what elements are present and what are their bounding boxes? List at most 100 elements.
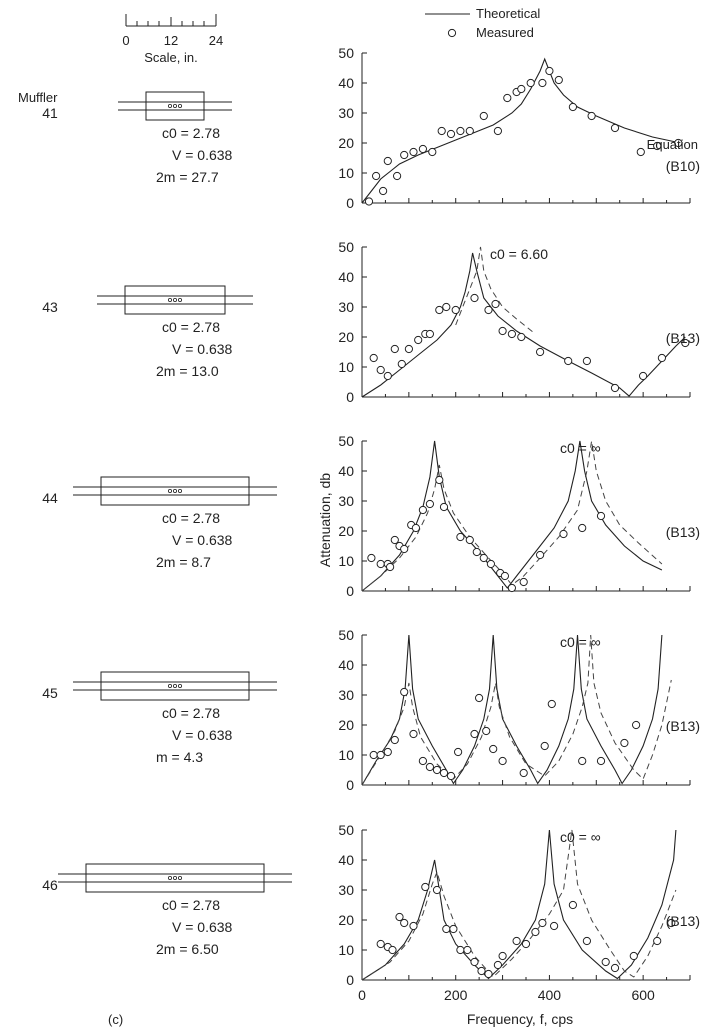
measured-point: [538, 918, 547, 928]
measured-point: [432, 885, 442, 895]
measured-point: [491, 299, 500, 309]
param-m: 2m = 6.50: [156, 941, 219, 957]
param-c0: c0 = 2.78: [162, 897, 220, 913]
y-tick-label: 50: [338, 433, 354, 449]
y-tick-label: 20: [338, 329, 354, 345]
measured-point: [477, 966, 486, 976]
measured-point: [437, 126, 446, 136]
measured-point: [596, 511, 606, 521]
muffler-hole: [172, 104, 177, 109]
measured-point: [503, 93, 512, 103]
measured-point: [470, 293, 479, 303]
legend-measured-label: Measured: [476, 25, 534, 40]
measured-point: [418, 505, 427, 515]
measured-point: [463, 945, 472, 955]
muffler-hole: [167, 876, 172, 881]
measured-point: [418, 144, 427, 154]
measured-point: [470, 729, 479, 739]
theoretical-curve-dashed: [361, 829, 677, 981]
y-tick-label: 30: [338, 687, 354, 703]
muffler-hole: [167, 488, 172, 493]
y-tick-label: 40: [338, 75, 354, 91]
measured-point: [425, 329, 434, 339]
measured-point: [472, 547, 481, 557]
measured-point: [498, 326, 507, 336]
chart-panel-44: 0 10 20 30 40 50 (B13) c0 = ∞: [338, 433, 700, 599]
measured-point: [519, 768, 528, 778]
measured-point: [369, 750, 378, 760]
measured-point: [364, 197, 374, 206]
measured-point: [578, 523, 587, 533]
theoretical-curve: [361, 829, 677, 981]
measured-point: [636, 147, 645, 157]
measured-point: [404, 344, 413, 354]
measured-point: [578, 756, 587, 766]
measured-point: [442, 302, 451, 312]
measured-point: [498, 951, 507, 961]
measured-point: [639, 371, 648, 381]
y-tick-label: 0: [346, 583, 354, 599]
muffler-number: 45: [42, 685, 58, 701]
c0-annotation: c0 = ∞: [560, 440, 601, 456]
y-tick-label: 20: [338, 912, 354, 928]
y-tick-label: 40: [338, 463, 354, 479]
measured-point: [620, 738, 629, 748]
y-tick-label: 0: [346, 972, 354, 988]
measured-point: [400, 687, 409, 697]
y-tick-label: 10: [338, 553, 354, 569]
param-c0: c0 = 2.78: [162, 510, 220, 526]
measured-point: [383, 371, 392, 381]
measured-point: [519, 577, 528, 587]
x-tick-label: 0: [358, 987, 366, 1003]
measured-point: [418, 756, 427, 766]
measured-point: [428, 147, 437, 157]
measured-point: [493, 126, 502, 136]
param-c0: c0 = 2.78: [162, 319, 220, 335]
measured-point: [610, 123, 620, 133]
y-tick-label: 40: [338, 852, 354, 868]
measured-point: [393, 171, 402, 181]
measured-point: [446, 771, 456, 781]
chart-panel-46: 0 10 20 30 40 50 0 200 400 600 (B13) c0 = ∞: [338, 822, 700, 1003]
param-m: 2m = 27.7: [156, 169, 219, 185]
measured-point: [456, 532, 465, 542]
equation-ref: (B13): [666, 718, 700, 734]
param-V: V = 0.638: [172, 147, 233, 163]
measured-point: [376, 939, 385, 949]
equation-ref: (B10): [666, 158, 700, 174]
c0-annotation: c0 = 6.60: [490, 246, 548, 262]
y-tick-label: 10: [338, 359, 354, 375]
measured-point: [486, 559, 495, 569]
y-tick-label: 40: [338, 269, 354, 285]
measured-point: [425, 762, 434, 772]
measured-point: [653, 141, 662, 151]
measured-point: [386, 562, 395, 572]
measured-point: [465, 126, 474, 136]
legend-measured-marker: [447, 28, 457, 38]
measured-point: [442, 924, 451, 934]
measured-point: [526, 78, 535, 88]
measured-point: [559, 529, 568, 539]
y-tick-label: 30: [338, 299, 354, 315]
muffler-45-info: 45 c0 = 2.78 V = 0.638 m = 4.3: [42, 671, 277, 765]
measured-point: [372, 171, 381, 181]
scale-label: Scale, in.: [144, 50, 197, 65]
y-tick-label: 40: [338, 657, 354, 673]
scale-tick-0: 0: [122, 33, 129, 48]
measured-point: [439, 502, 449, 512]
equation-ref: (B13): [666, 913, 700, 929]
muffler-number: 43: [42, 299, 58, 315]
theoretical-curve-dashed: [361, 440, 663, 592]
param-m: 2m = 8.7: [156, 554, 211, 570]
theoretical-curve: [361, 57, 681, 204]
measured-point: [568, 900, 578, 910]
param-c0: c0 = 2.78: [162, 705, 220, 721]
measured-point: [498, 756, 507, 766]
muffler-hole: [172, 876, 177, 881]
measured-point: [601, 957, 610, 967]
y-tick-label: 50: [338, 627, 354, 643]
muffler-43-info: 43 c0 = 2.78 V = 0.638 2m = 13.0: [42, 285, 253, 379]
measured-point: [538, 78, 547, 88]
measured-point: [550, 921, 559, 931]
